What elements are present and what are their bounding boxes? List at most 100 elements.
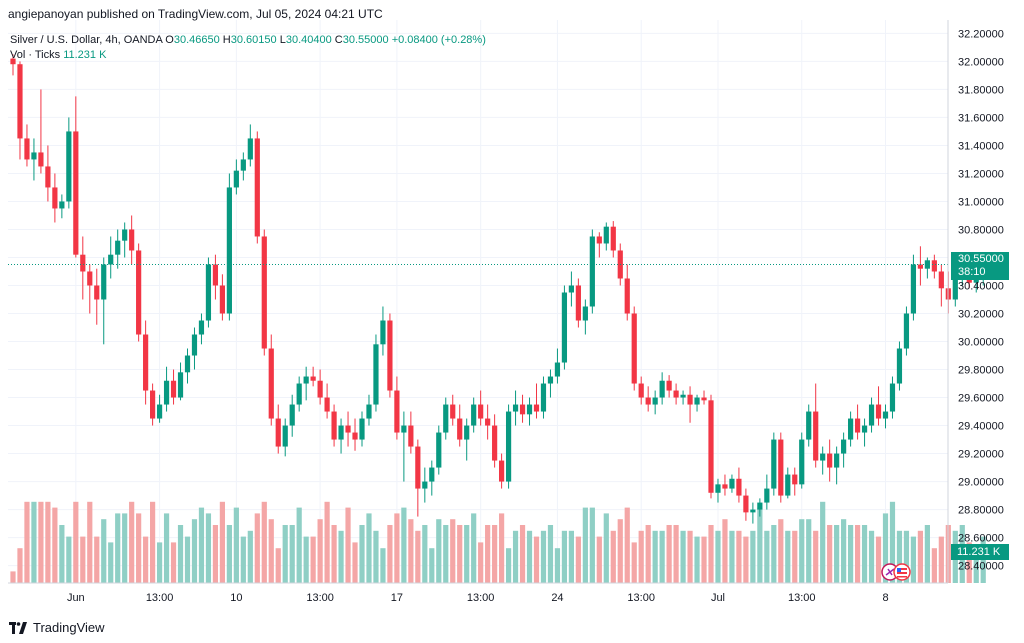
volume-bar [129,501,135,583]
volume-bar [931,548,937,583]
volume-bar [198,507,205,583]
volume-bar [750,530,756,583]
candle-body [778,439,784,496]
volume-bar [645,525,651,583]
candle [303,366,309,401]
candle [338,418,344,454]
candle [575,278,581,328]
candle-body [938,271,944,289]
candle-body [338,425,344,440]
x-tick-label: 13:00 [627,592,655,604]
volume-bar [345,507,351,583]
candle-body [38,152,44,167]
candle [31,138,37,181]
candle-body [854,418,861,433]
volume-bar [331,525,337,583]
candle [743,488,749,521]
candle-body [652,397,658,405]
close-label: C [334,34,343,46]
volume-bar [80,536,86,583]
candle-body [841,439,847,454]
candle [205,257,212,328]
candle [94,268,100,325]
candle [282,418,288,457]
candle [52,173,58,223]
candle [254,131,260,244]
low-value: 30.40400 [285,34,332,46]
volume-bar [841,519,847,583]
candle-body [415,446,421,489]
candle [45,145,51,202]
candle [108,236,114,279]
volume-bar [163,513,170,583]
candle [582,299,588,335]
candle-body [261,236,267,349]
candle [757,498,763,517]
candle [422,467,428,503]
flag-icons[interactable] [880,561,914,583]
candle [771,432,777,496]
candle [87,264,93,314]
y-tick-label: 30.80000 [958,224,1004,236]
us-flag-icon[interactable] [893,563,911,581]
volume-bar [10,571,16,583]
candle-body [205,264,212,321]
change-value: +0.08400 (+0.28%) [391,34,486,46]
candle [785,467,791,499]
volume-bar [45,501,51,583]
volume-bar [694,536,700,583]
candle-body [66,131,72,202]
candle-body [687,394,693,405]
candle [485,404,491,440]
candle-body [464,425,470,440]
candle [764,474,770,510]
candle [226,173,232,321]
volume-bar [352,542,358,583]
volume-bar [848,525,854,583]
candle [868,397,875,433]
candle [931,254,937,279]
volume-bar [875,536,882,583]
volume-value: 11.231 K [63,49,107,61]
candle-body [875,404,882,419]
candle [666,375,672,398]
brand-footer[interactable]: TradingView [9,620,105,635]
volume-bar [289,525,295,583]
symbol-title: Silver / U.S. Dollar, 4h, OANDA [10,34,163,46]
candle [659,372,665,405]
candle-body [352,432,358,440]
y-axis-ticks[interactable]: 32.20000 32.00000 31.80000 31.60000 31.40000… [958,28,1004,572]
volume-bar [464,525,470,583]
candle-body [896,348,903,384]
candle [561,285,568,370]
y-tick-label: 28.80000 [958,505,1004,517]
candle-body [519,404,526,415]
volume-bar [31,501,37,583]
x-tick-label: Jun [67,592,85,604]
volume-bar [261,501,267,583]
candle [596,232,602,258]
candle [889,376,896,419]
candle [240,152,246,181]
candle [73,96,79,258]
symbol-legend[interactable]: Silver / U.S. Dollar, 4h, OANDA O30.4665… [10,34,486,46]
candle-body [80,254,86,272]
candle-body [806,411,812,440]
last-price-value: 30.55000 [958,253,1004,265]
y-tick-label: 31.60000 [958,112,1004,124]
x-axis-ticks[interactable]: Jun 13:00 10 13:00 17 13:00 24 13:00 Jul 13:00 8 [67,592,889,604]
volume-bar [436,519,442,583]
candle [156,394,163,423]
candle-body [436,432,442,468]
candle [359,411,365,447]
x-tick-label: 10 [230,592,242,604]
candle-body [910,264,917,314]
y-tick-label: 31.40000 [958,140,1004,152]
volume-bar [638,530,644,583]
candle-body [694,397,700,405]
volume-legend[interactable]: Vol · Ticks 11.231 K [10,49,106,61]
candle [233,159,239,195]
candle [247,124,253,167]
candle [10,54,16,76]
